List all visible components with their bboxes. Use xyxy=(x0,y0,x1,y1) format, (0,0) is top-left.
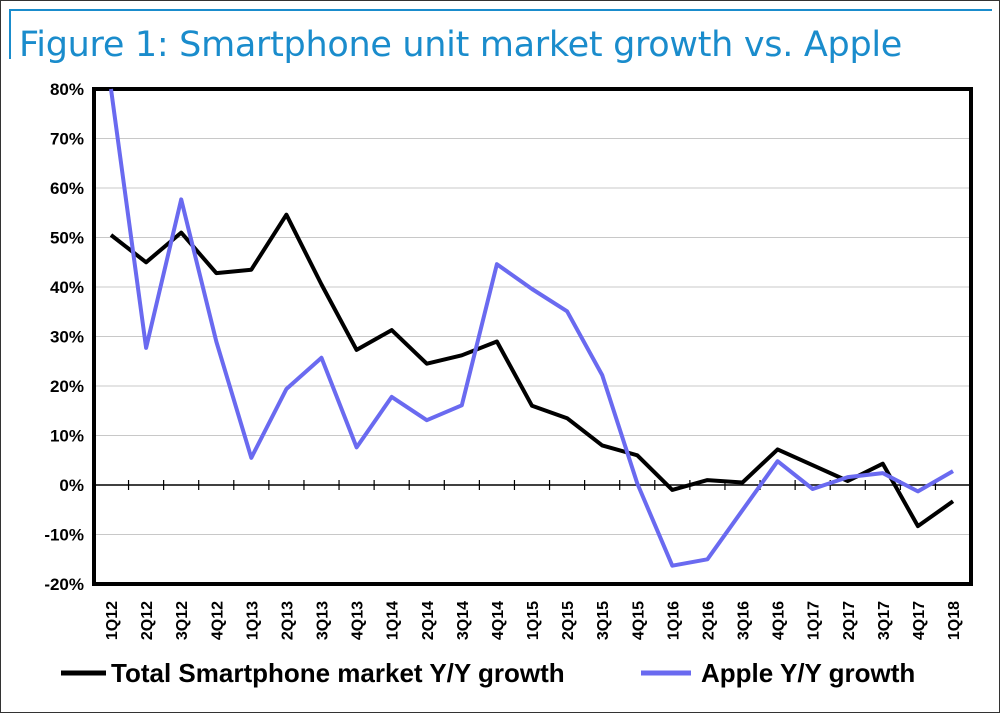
figure-title: Figure 1: Smartphone unit market growth … xyxy=(19,25,903,65)
x-tick-label: 4Q13 xyxy=(350,601,367,640)
title-bar xyxy=(9,9,992,59)
y-tick-label: 30% xyxy=(50,328,84,347)
y-tick-label: 0% xyxy=(59,476,84,495)
axes: -20% -10% 0% 10% 20% 30% 40% 50% 60% 70% 80% 1Q12 2Q… xyxy=(44,80,973,640)
y-tick-label: 80% xyxy=(50,80,84,99)
y-tick-label: 70% xyxy=(50,130,84,149)
x-tick-label: 3Q13 xyxy=(315,601,332,640)
x-tick-label: 4Q14 xyxy=(490,601,507,640)
x-tick-label: 1Q14 xyxy=(385,601,402,640)
x-tick-label: 4Q15 xyxy=(630,601,647,640)
legend-label: Apple Y/Y growth xyxy=(701,658,915,688)
x-tick-label: 1Q12 xyxy=(104,601,121,640)
x-tick-label: 2Q15 xyxy=(560,601,577,640)
x-tick-label: 1Q18 xyxy=(946,601,963,640)
x-tick-label: 3Q14 xyxy=(455,601,472,640)
gridlines xyxy=(94,88,971,585)
x-tick-label: 4Q16 xyxy=(771,601,788,640)
x-tick-label: 1Q15 xyxy=(525,601,542,640)
x-tick-label: 1Q17 xyxy=(806,601,823,640)
x-tick-label: 4Q17 xyxy=(911,601,928,640)
series-line-total-market xyxy=(109,212,955,529)
series-lines xyxy=(109,88,955,568)
x-tick-label: 3Q15 xyxy=(595,601,612,640)
x-tick-label: 2Q12 xyxy=(139,601,156,640)
y-tick-label: 10% xyxy=(50,427,84,446)
x-tick-label: 2Q17 xyxy=(841,601,858,640)
series-line-apple xyxy=(109,88,955,568)
x-tick-label: 2Q14 xyxy=(420,601,437,640)
plot-frame xyxy=(92,87,973,586)
x-tick-label: 3Q17 xyxy=(876,601,893,640)
x-tick-label: 1Q16 xyxy=(665,601,682,640)
y-tick-label: 20% xyxy=(50,377,84,396)
y-tick-label: -10% xyxy=(44,526,84,545)
x-tick-label: 2Q16 xyxy=(700,601,717,640)
y-tick-label: 60% xyxy=(50,179,84,198)
y-tick-label: 40% xyxy=(50,278,84,297)
x-tick-label: 1Q13 xyxy=(244,601,261,640)
y-tick-label: -20% xyxy=(44,575,84,594)
x-tick-label: 3Q12 xyxy=(174,601,191,640)
legend: Total Smartphone market Y/Y growth Apple … xyxy=(61,658,915,688)
x-tick-label: 4Q12 xyxy=(209,601,226,640)
legend-label: Total Smartphone market Y/Y growth xyxy=(111,658,565,688)
x-tick-label: 3Q16 xyxy=(736,601,753,640)
y-tick-label: 50% xyxy=(50,229,84,248)
x-tick-label: 2Q13 xyxy=(279,601,296,640)
